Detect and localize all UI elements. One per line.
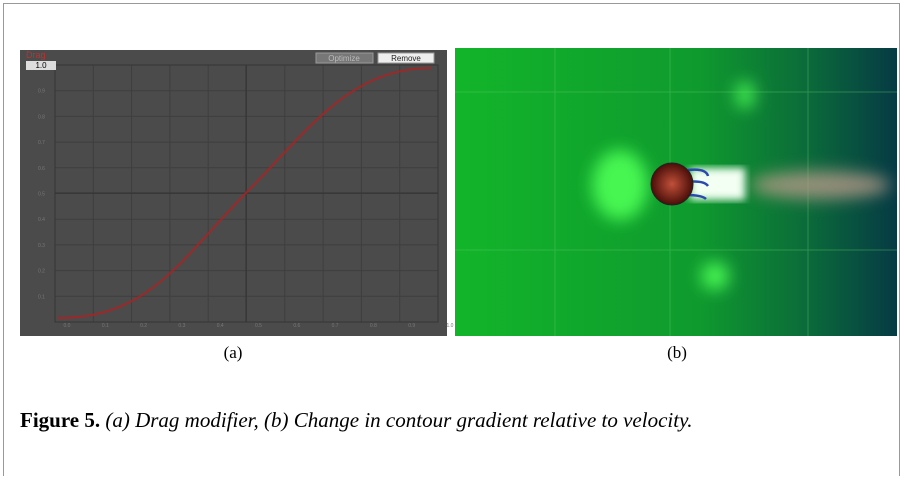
y-tick-label: 0.2 bbox=[38, 269, 45, 275]
panel-label: (b) bbox=[667, 343, 687, 362]
x-tick-label: 0.1 bbox=[102, 323, 109, 329]
x-tick-label: 0.6 bbox=[293, 323, 300, 329]
x-tick-label: 0.2 bbox=[140, 323, 147, 329]
simulation-view bbox=[455, 48, 897, 336]
remove-button[interactable] bbox=[377, 52, 435, 64]
x-tick-label: 0.3 bbox=[178, 323, 185, 329]
ball bbox=[650, 162, 694, 206]
y-tick-label: 0.8 bbox=[38, 114, 45, 120]
value-box bbox=[26, 61, 56, 70]
y-tick-label: 0.5 bbox=[38, 192, 45, 198]
caption-text: (a) Drag modifier, (b) Change in contour… bbox=[105, 408, 693, 432]
x-tick-label: 1.0 bbox=[447, 323, 454, 329]
y-tick-label: 0.6 bbox=[38, 166, 45, 172]
y-tick-label: 0.9 bbox=[38, 89, 45, 95]
caption: Figure 5. (a) Drag modifier, (b) Change … bbox=[20, 405, 880, 436]
y-tick-label: 0.3 bbox=[38, 243, 45, 249]
y-tick-label: 0.1 bbox=[38, 294, 45, 300]
drag-curve bbox=[57, 67, 433, 319]
value-box-text: 1.0 bbox=[35, 61, 47, 70]
panel-label: (a) bbox=[223, 343, 243, 362]
x-tick-label: 0.9 bbox=[408, 323, 415, 329]
remove-label: Remove bbox=[391, 54, 421, 63]
x-tick-label: 0.0 bbox=[64, 323, 71, 329]
optimize-label: Optimize bbox=[328, 54, 360, 63]
optimize-button[interactable] bbox=[315, 52, 374, 64]
x-tick-label: 0.7 bbox=[332, 323, 339, 329]
x-tick-label: 0.8 bbox=[370, 323, 377, 329]
x-tick-label: 0.5 bbox=[255, 323, 262, 329]
figure-frame bbox=[3, 3, 900, 476]
y-tick-label: 0.7 bbox=[38, 140, 45, 146]
y-tick-label: 0.4 bbox=[38, 217, 45, 223]
editor-header: Drag bbox=[26, 50, 46, 60]
caption-number: Figure 5. bbox=[20, 408, 101, 432]
x-tick-label: 0.4 bbox=[217, 323, 224, 329]
